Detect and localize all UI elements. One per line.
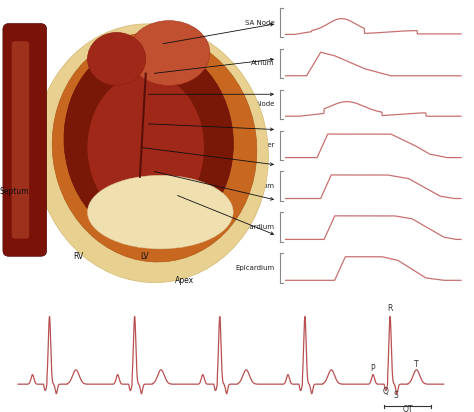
Text: Midmyocardium: Midmyocardium <box>219 224 275 230</box>
Text: SA Node: SA Node <box>245 19 275 26</box>
Text: Septum: Septum <box>0 187 29 196</box>
Text: Epicardium: Epicardium <box>236 265 275 271</box>
Ellipse shape <box>128 21 210 85</box>
Text: Endocardium: Endocardium <box>229 183 275 189</box>
FancyBboxPatch shape <box>3 23 46 256</box>
Text: QT: QT <box>402 405 413 412</box>
Ellipse shape <box>87 33 146 85</box>
Text: Purkinje Fiber: Purkinje Fiber <box>227 142 275 148</box>
Ellipse shape <box>35 24 268 283</box>
Text: Q: Q <box>383 387 388 396</box>
Ellipse shape <box>64 41 233 241</box>
Ellipse shape <box>87 175 233 249</box>
Ellipse shape <box>52 33 257 262</box>
Text: Apex: Apex <box>175 276 194 285</box>
Text: P: P <box>371 365 375 373</box>
Text: LV: LV <box>140 252 148 261</box>
Text: RV: RV <box>73 252 83 261</box>
Text: AV Node: AV Node <box>246 101 275 107</box>
FancyBboxPatch shape <box>12 41 29 239</box>
Text: R: R <box>387 304 393 313</box>
Ellipse shape <box>87 74 204 221</box>
Text: T: T <box>414 360 419 369</box>
Text: S: S <box>394 391 399 400</box>
Text: Atrium: Atrium <box>251 61 275 66</box>
